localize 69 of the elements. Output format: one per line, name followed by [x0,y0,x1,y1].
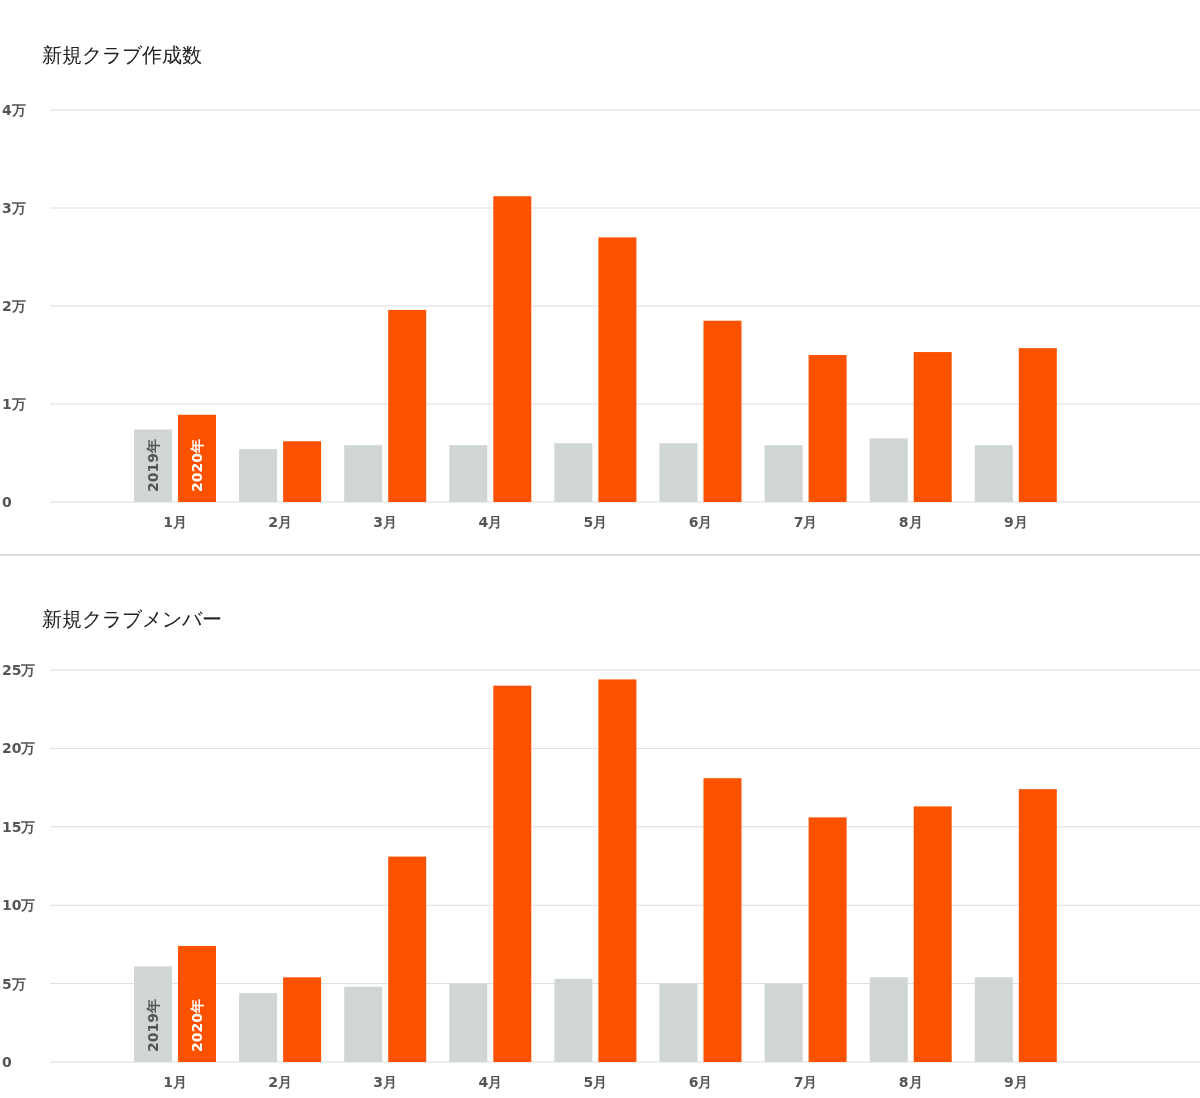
bar [869,438,908,502]
bar [703,320,742,502]
bar [659,443,698,502]
series-label: 2020年 [189,439,205,492]
bar [388,856,427,1062]
y-tick-label: 2万 [2,298,26,314]
bar [344,445,383,502]
bar [493,685,532,1062]
x-tick-label: 2月 [268,1074,292,1090]
bar [554,443,593,502]
bar [449,445,488,502]
bar [974,977,1013,1062]
bar [1018,348,1057,502]
x-tick-label: 6月 [688,1074,713,1090]
bar [913,806,952,1062]
x-tick-label: 8月 [898,514,923,530]
bar [178,945,216,1062]
series-label: 2019年 [145,999,161,1052]
y-tick-label: 15万 [2,818,36,835]
x-tick-label: 3月 [373,1074,398,1090]
bar [913,352,952,502]
bar [1018,789,1057,1062]
y-tick-label: 1万 [2,396,26,412]
bar [239,993,278,1062]
y-tick-label: 10万 [2,897,36,914]
bar [764,445,803,502]
x-tick-label: 5月 [583,1074,608,1090]
y-tick-label: 3万 [2,200,26,216]
x-tick-label: 3月 [373,514,398,530]
x-tick-label: 1月 [163,514,187,530]
bar [764,983,803,1062]
bar [239,449,278,502]
y-tick-label: 5万 [2,975,26,992]
bar [869,977,908,1062]
y-tick-label: 4万 [2,102,26,118]
bar [283,441,322,502]
bar [449,983,488,1062]
bar [388,309,427,502]
x-tick-label: 5月 [583,514,608,530]
x-tick-label: 6月 [688,514,713,530]
x-tick-label: 4月 [478,514,503,530]
bar [598,679,637,1062]
bar [703,778,742,1062]
x-tick-label: 9月 [1003,1074,1028,1090]
chart-title: 新規クラブメンバー [42,607,222,631]
x-tick-label: 9月 [1003,514,1028,530]
x-tick-label: 7月 [793,1074,818,1090]
y-tick-label: 0 [2,1054,12,1070]
bar [808,817,847,1062]
y-tick-label: 0 [2,494,12,510]
bar [659,983,698,1062]
bar [974,445,1013,502]
y-tick-label: 25万 [2,662,36,678]
bar [134,966,172,1062]
series-label: 2019年 [145,439,161,492]
x-tick-label: 4月 [478,1074,503,1090]
bar [493,196,532,502]
series-label: 2020年 [189,999,205,1052]
x-tick-label: 1月 [163,1074,187,1090]
bar [808,355,847,502]
bar [598,237,637,502]
bar [554,978,593,1062]
x-tick-label: 8月 [898,1074,923,1090]
y-tick-label: 20万 [2,740,36,757]
bar [344,986,383,1062]
x-tick-label: 2月 [268,514,292,530]
chart-title: 新規クラブ作成数 [42,43,202,67]
bar [283,977,322,1062]
x-tick-label: 7月 [793,514,818,530]
